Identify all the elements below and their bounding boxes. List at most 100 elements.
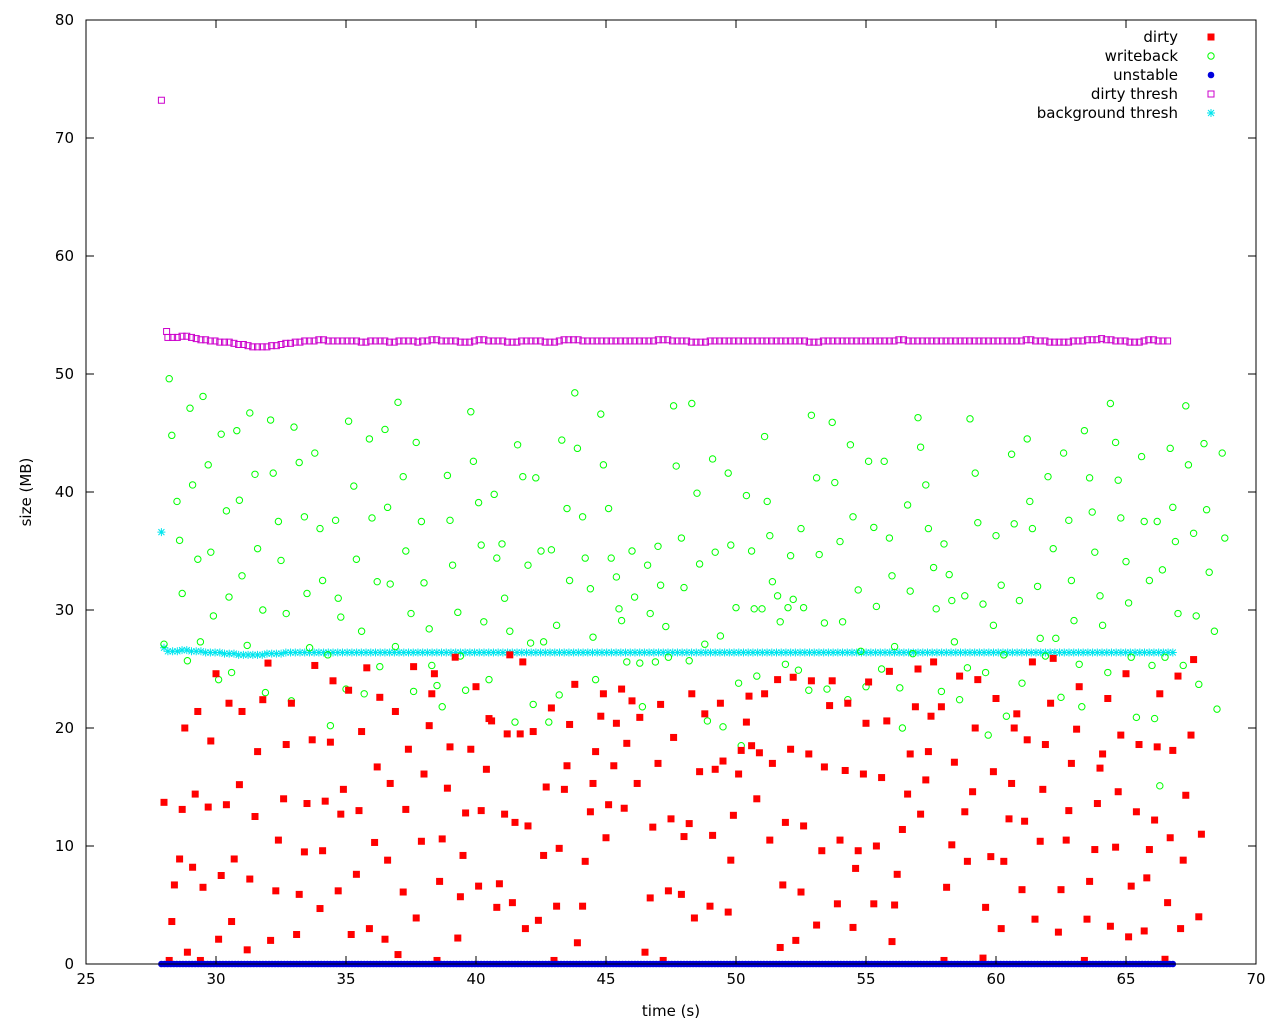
point-dirty — [792, 936, 800, 944]
point-dirty — [1112, 843, 1120, 851]
point-writeback — [1114, 476, 1122, 484]
point-dirty-thresh — [772, 337, 780, 345]
point-dirty — [612, 719, 620, 727]
point-dirty — [433, 956, 441, 964]
point-writeback — [311, 449, 319, 457]
point-writeback — [1018, 679, 1026, 687]
point-dirty-thresh — [296, 338, 304, 346]
point-dirty-thresh — [852, 337, 860, 345]
point-writeback — [1150, 714, 1159, 723]
point-background-thresh — [725, 648, 734, 657]
point-background-thresh — [885, 648, 894, 657]
point-writeback — [750, 605, 758, 613]
point-dirty — [196, 956, 204, 964]
x-tick-label: 50 — [726, 970, 745, 988]
legend-marker-dirty — [1207, 33, 1215, 41]
point-background-thresh — [777, 648, 786, 657]
point-dirty — [243, 946, 251, 954]
point-dirty — [251, 813, 259, 820]
point-dirty-thresh — [508, 338, 516, 346]
point-background-thresh — [810, 648, 819, 657]
point-background-thresh — [654, 648, 663, 657]
point-dirty — [1195, 913, 1203, 921]
point-writeback — [643, 561, 652, 569]
point-writeback — [789, 595, 797, 604]
point-writeback — [708, 455, 717, 463]
point-dirty — [560, 785, 568, 793]
point-dirty — [467, 745, 475, 753]
point-background-thresh — [928, 648, 937, 657]
point-writeback — [438, 703, 446, 711]
point-dirty-thresh — [635, 337, 643, 345]
point-writeback — [831, 478, 839, 487]
point-background-thresh — [253, 650, 262, 659]
point-dirty-thresh — [885, 337, 893, 345]
y-tick-label: 80 — [55, 11, 74, 29]
point-dirty — [1127, 882, 1135, 890]
point-dirty — [737, 746, 745, 754]
point-writeback — [638, 703, 647, 711]
point-background-thresh — [947, 648, 956, 657]
point-background-thresh — [555, 648, 564, 657]
point-dirty — [761, 690, 769, 698]
point-dirty-thresh — [456, 338, 464, 346]
point-dirty-thresh — [1088, 336, 1096, 344]
point-background-thresh — [1088, 648, 1097, 657]
point-writeback — [175, 536, 184, 545]
point-writeback — [316, 524, 324, 533]
point-writeback — [324, 651, 332, 659]
point-dirty — [563, 762, 571, 770]
point-dirty — [1166, 834, 1174, 842]
point-dirty-thresh — [235, 341, 243, 348]
point-background-thresh — [687, 648, 696, 657]
point-background-thresh — [182, 646, 191, 655]
point-dirty — [373, 763, 381, 771]
point-dirty — [636, 713, 644, 721]
point-dirty — [402, 805, 410, 813]
point-dirty — [303, 800, 311, 808]
point-background-thresh — [961, 648, 970, 657]
point-background-thresh — [310, 648, 319, 657]
point-writeback — [732, 603, 740, 612]
point-dirty-thresh — [536, 337, 544, 345]
point-writeback — [448, 561, 457, 569]
point-background-thresh — [796, 648, 805, 657]
point-dirty-thresh — [381, 337, 389, 345]
point-dirty-thresh — [409, 337, 417, 345]
point-dirty-thresh — [824, 337, 832, 345]
point-dirty — [878, 774, 886, 782]
point-writeback — [1000, 651, 1008, 659]
point-writeback — [1080, 426, 1089, 435]
point-background-thresh — [513, 648, 522, 657]
point-dirty — [264, 659, 272, 667]
point-writeback — [758, 605, 766, 613]
point-dirty-thresh — [343, 337, 351, 345]
point-dirty — [230, 855, 238, 863]
point-background-thresh — [239, 650, 248, 659]
point-background-thresh — [588, 648, 597, 657]
point-background-thresh — [494, 648, 503, 657]
x-tick-label: 55 — [856, 970, 875, 988]
point-background-thresh — [668, 648, 677, 657]
point-dirty-thresh — [753, 337, 761, 345]
point-dirty — [1039, 785, 1047, 793]
point-dirty — [238, 707, 246, 715]
point-writeback — [160, 640, 168, 648]
point-dirty-thresh — [202, 336, 210, 344]
point-dirty — [547, 704, 555, 712]
point-writeback — [945, 570, 953, 579]
point-dirty — [308, 736, 316, 744]
point-dirty — [1010, 724, 1018, 732]
point-writeback — [766, 531, 774, 540]
point-background-thresh — [1003, 648, 1012, 657]
point-background-thresh — [626, 648, 635, 657]
point-dirty — [1096, 764, 1104, 772]
point-dirty — [555, 844, 563, 852]
point-background-thresh — [730, 648, 739, 657]
point-background-thresh — [621, 648, 630, 657]
point-dirty — [690, 914, 698, 922]
point-writeback — [836, 537, 844, 546]
point-writeback — [1171, 537, 1180, 546]
point-dirty — [1005, 815, 1013, 823]
point-dirty — [207, 737, 215, 745]
